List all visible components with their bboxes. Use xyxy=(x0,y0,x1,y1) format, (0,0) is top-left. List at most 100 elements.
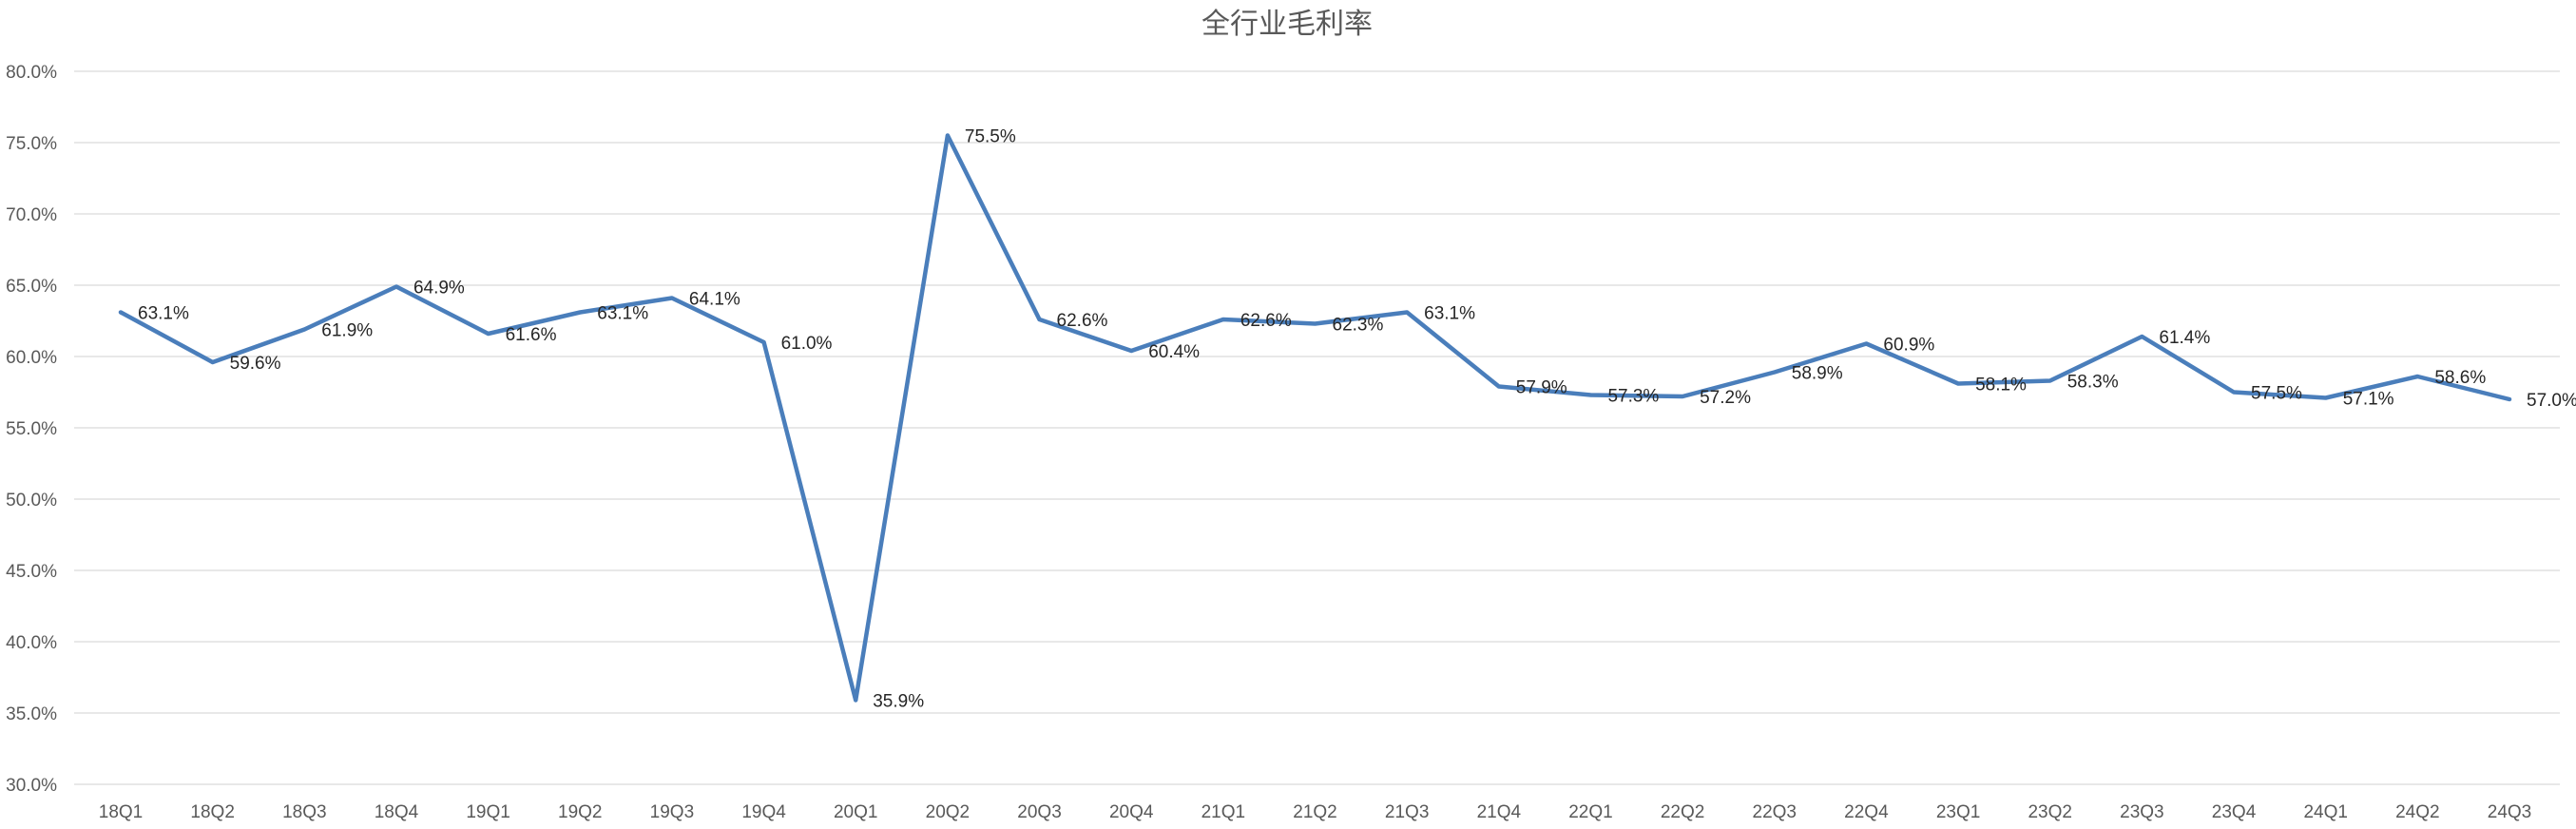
y-tick-label: 70.0% xyxy=(6,205,57,225)
data-label: 62.6% xyxy=(1240,311,1292,331)
x-tick-label: 23Q2 xyxy=(2028,802,2071,822)
y-tick-label: 40.0% xyxy=(6,633,57,653)
data-point xyxy=(2232,390,2237,395)
y-tick-label: 60.0% xyxy=(6,348,57,368)
data-label: 57.9% xyxy=(1516,378,1567,398)
data-point xyxy=(669,296,674,300)
data-point xyxy=(210,360,215,364)
data-point xyxy=(302,327,307,332)
x-tick-label: 18Q2 xyxy=(190,802,234,822)
y-tick-label: 35.0% xyxy=(6,704,57,724)
data-label: 57.5% xyxy=(2251,384,2302,404)
data-point xyxy=(119,310,123,315)
data-label: 58.9% xyxy=(1792,364,1843,384)
data-label: 62.3% xyxy=(1333,316,1384,336)
y-tick-label: 45.0% xyxy=(6,562,57,582)
x-tick-label: 19Q1 xyxy=(466,802,509,822)
data-label: 35.9% xyxy=(873,692,924,712)
data-label: 58.6% xyxy=(2434,368,2486,388)
data-point xyxy=(1864,341,1869,346)
data-point xyxy=(1313,321,1317,326)
data-label: 59.6% xyxy=(230,354,281,374)
data-label: 57.2% xyxy=(1700,388,1751,408)
x-axis: 18Q1 18Q2 18Q3 18Q4 19Q1 19Q2 19Q3 19Q4 20Q1 20Q2… xyxy=(99,802,2531,822)
y-tick-label: 65.0% xyxy=(6,277,57,297)
x-tick-label: 21Q1 xyxy=(1201,802,1245,822)
data-label: 63.1% xyxy=(1424,304,1475,324)
x-tick-label: 21Q3 xyxy=(1385,802,1429,822)
data-point xyxy=(2047,378,2052,383)
data-label: 57.1% xyxy=(2343,390,2394,410)
y-tick-label: 50.0% xyxy=(6,491,57,511)
data-point xyxy=(1221,318,1225,321)
gridlines xyxy=(74,70,2560,785)
data-point xyxy=(2323,395,2328,400)
data-label: 57.0% xyxy=(2527,391,2576,411)
x-tick-label: 20Q2 xyxy=(926,802,970,822)
x-tick-label: 18Q1 xyxy=(99,802,143,822)
data-point xyxy=(1956,381,1961,386)
data-label: 63.1% xyxy=(138,304,189,324)
x-tick-label: 22Q3 xyxy=(1753,802,1797,822)
data-point xyxy=(1405,310,1410,315)
data-label: 61.0% xyxy=(781,334,833,354)
data-point xyxy=(2508,397,2511,401)
series-line xyxy=(118,133,2512,703)
x-tick-label: 20Q3 xyxy=(1017,802,1061,822)
data-point xyxy=(2140,335,2144,338)
data-point xyxy=(486,332,490,336)
data-point xyxy=(1588,393,1593,397)
x-tick-label: 19Q2 xyxy=(558,802,602,822)
x-tick-label: 24Q3 xyxy=(2488,802,2531,822)
x-tick-label: 22Q1 xyxy=(1568,802,1612,822)
data-label: 60.4% xyxy=(1148,342,1200,362)
data-labels: 63.1% 59.6% 61.9% 64.9% 61.6% 63.1% 64.1% 61.0%… xyxy=(138,127,2576,712)
x-tick-label: 23Q3 xyxy=(2120,802,2163,822)
data-label: 61.6% xyxy=(506,325,557,345)
x-tick-label: 24Q1 xyxy=(2303,802,2347,822)
x-tick-label: 23Q4 xyxy=(2212,802,2257,822)
x-tick-label: 21Q4 xyxy=(1477,802,1522,822)
y-tick-label: 30.0% xyxy=(6,776,57,796)
data-label: 58.3% xyxy=(2067,373,2119,393)
y-tick-label: 55.0% xyxy=(6,419,57,439)
data-point xyxy=(2415,375,2420,378)
data-point xyxy=(761,340,766,344)
data-point xyxy=(1772,370,1777,375)
data-point xyxy=(1681,395,1685,398)
x-tick-label: 20Q4 xyxy=(1109,802,1154,822)
x-tick-label: 18Q4 xyxy=(375,802,419,822)
x-tick-label: 21Q2 xyxy=(1293,802,1336,822)
x-tick-label: 20Q1 xyxy=(834,802,877,822)
x-tick-label: 19Q4 xyxy=(741,802,786,822)
data-point xyxy=(394,284,398,289)
data-point xyxy=(1129,349,1134,353)
data-label: 58.1% xyxy=(1975,376,2027,395)
x-tick-label: 24Q2 xyxy=(2395,802,2439,822)
data-label: 64.1% xyxy=(689,290,740,310)
data-label: 61.4% xyxy=(2159,328,2210,348)
y-axis: 30.0% 35.0% 40.0% 45.0% 50.0% 55.0% 60.0% 65.0%… xyxy=(6,63,57,796)
series-layer xyxy=(118,133,2512,703)
data-label: 75.5% xyxy=(965,127,1016,147)
data-label: 60.9% xyxy=(1883,336,1934,356)
data-point xyxy=(1496,384,1501,389)
x-tick-label: 19Q3 xyxy=(650,802,694,822)
x-tick-label: 18Q3 xyxy=(282,802,326,822)
data-label: 57.3% xyxy=(1607,387,1659,407)
data-point xyxy=(945,133,950,138)
data-point xyxy=(854,698,858,703)
data-point xyxy=(578,310,583,315)
x-tick-label: 22Q4 xyxy=(1844,802,1889,822)
data-label: 62.6% xyxy=(1057,311,1108,331)
data-label: 63.1% xyxy=(597,304,648,324)
x-tick-label: 22Q2 xyxy=(1661,802,1704,822)
y-tick-label: 80.0% xyxy=(6,63,57,83)
data-point xyxy=(1037,318,1042,321)
data-label: 64.9% xyxy=(413,279,465,299)
x-tick-label: 23Q1 xyxy=(1936,802,1980,822)
chart-title: 全行业毛利率 xyxy=(1201,8,1373,41)
y-tick-label: 75.0% xyxy=(6,134,57,154)
